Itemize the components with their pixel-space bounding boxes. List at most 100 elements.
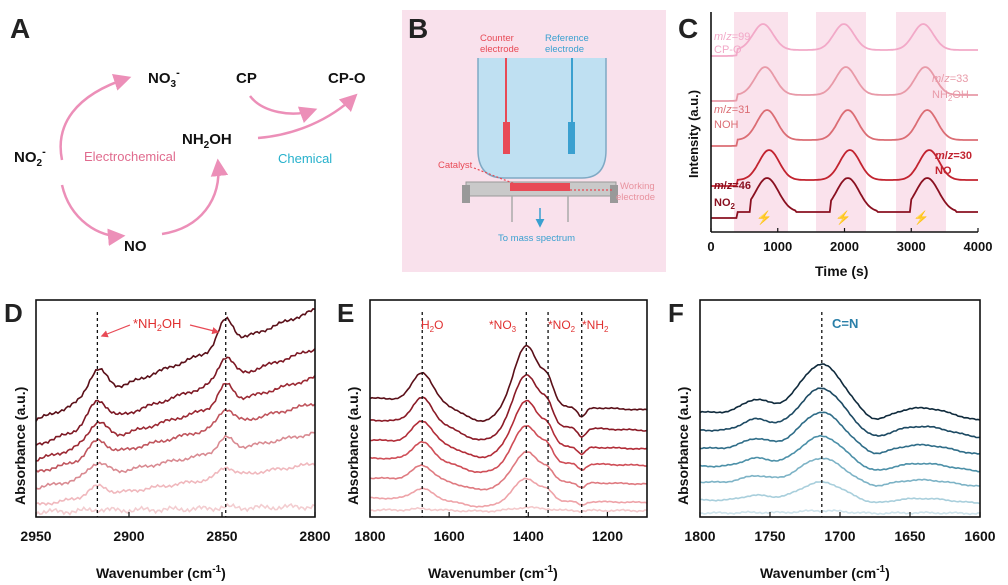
panel-e-annotation-h2o: H2O [421,318,443,334]
species-cpo: CP-O [328,70,366,87]
working-electrode-label-1: Working [620,181,655,192]
trace-label-mz33: m/z=33 [932,73,968,85]
panel-f-spectrum-1 [699,387,981,439]
panel-a: A NO3- NO2- NO NH2OH CP CP-O Electrochem… [10,13,366,255]
panel-d-spectrum-5 [35,462,316,506]
panel-f-tick-label-3: 1650 [894,528,925,544]
panel-d-spectrum-2 [35,375,316,462]
panel-e-tick-label-2: 1400 [513,528,544,544]
panel-e-ticks: 1800 1600 1400 1200 [354,512,623,544]
panel-f-spectrum-6 [699,509,981,516]
panel-d-tick-label-2: 2850 [206,528,237,544]
panel-a-label: A [10,13,30,44]
arrow-no2-to-no3 [59,73,132,161]
panel-f-xlabel: Wavenumber (cm-1) [760,564,890,581]
panel-c-tick-label-1: 1000 [763,239,792,254]
panel-f-spectrum-3 [699,434,981,473]
ms-trace-2 [711,109,978,147]
species-cp: CP [236,70,257,87]
panel-e-label: E [337,298,354,328]
panel-d-frame [35,299,316,518]
species-no3: NO3- [148,67,180,90]
panel-d-traces [35,308,316,516]
counter-electrode-label-2: electrode [480,44,519,55]
panel-e-annotation-no2: *NO2 [548,318,576,334]
panel-e-traces [369,344,648,514]
ms-trace-1 [711,66,978,102]
pulse-icon-2: ⚡ [835,210,851,226]
panel-e-ylabel: Absorbance (a.u.) [345,387,361,505]
panel-d-tick-label-1: 2900 [113,528,144,544]
arrow-no-to-nh2oh [161,158,229,236]
trace-species-nh2oh: NH2OH [932,89,969,103]
panel-c-tick-label-4: 4000 [964,239,993,254]
trace-species-cpo: CP-O [714,44,742,56]
panel-b: B Counter electrode Reference electrode … [402,10,666,272]
panel-d-annotation-nh2oh: *NH2OH [133,316,181,333]
panel-e-annotation-nh2: *NH2 [582,318,609,334]
panel-e-spectrum-5 [369,477,648,508]
panel-d-ticks: 2950 2900 2850 2800 [20,512,331,544]
panel-f-annotation-cn: C=N [832,316,858,331]
panel-c-label: C [678,13,698,44]
panel-e-spectrum-6 [369,505,648,514]
panel-e-dashed-lines [421,312,583,517]
panel-e-spectrum-1 [369,373,648,441]
panel-d-arrow-right [189,324,220,335]
species-no2: NO2- [14,146,46,169]
reference-electrode-label-2: electrode [545,44,584,55]
shade-band-3 [896,12,946,232]
counter-electrode [503,122,510,154]
trace-label-mz46: m/z=46 [714,180,751,192]
species-nh2oh: NH2OH [182,131,232,151]
species-no: NO [124,238,147,255]
pulse-icon-1: ⚡ [756,210,772,226]
panel-c-ticks: 0 1000 2000 3000 4000 [707,228,992,254]
panel-c-xlabel: Time (s) [815,263,868,279]
panel-d-arrow-left [100,324,131,338]
panel-c-traces [711,23,978,219]
panel-d-spectrum-4 [35,431,316,490]
panel-d-ylabel: Absorbance (a.u.) [12,387,28,505]
catalyst-layer [510,183,570,191]
panel-f-spectrum-5 [699,480,981,505]
panel-f-tick-label-1: 1750 [754,528,785,544]
panel-c-tick-label-2: 2000 [830,239,859,254]
cell-clamp-left [462,185,470,203]
panel-d-spectrum-0 [35,308,316,422]
catalyst-label: Catalyst [438,160,473,171]
panel-d-label: D [4,298,23,328]
label-electrochemical: Electrochemical [84,149,176,164]
reference-electrode [568,122,575,154]
panel-f-traces [699,363,981,516]
panel-c-tick-label-3: 3000 [897,239,926,254]
panel-f-tick-label-4: 1600 [964,528,995,544]
panel-b-label: B [408,13,428,44]
panel-f-label: F [668,298,684,328]
panel-e-annotation-no3: *NO3 [489,318,517,334]
trace-label-mz30: m/z=30 [935,150,972,162]
panel-c-tick-label-0: 0 [707,239,714,254]
panel-d-xlabel: Wavenumber (cm-1) [96,564,226,581]
panel-d: D 2950 2900 2850 2800 *NH2OH Absorbance (a.… [4,298,331,581]
reference-electrode-label-1: Reference [545,33,589,44]
trace-species-no: NO [935,165,952,177]
electrolyte-beaker [477,58,607,179]
panel-d-dashed-lines [96,312,227,517]
trace-species-no2: NO2 [714,197,736,211]
panel-e-tick-label-1: 1600 [434,528,465,544]
panel-f-spectrum-0 [699,363,981,421]
panel-e-spectrum-2 [369,399,648,459]
panel-f-ylabel: Absorbance (a.u.) [675,387,691,505]
arrow-no2-to-no [60,184,126,246]
panel-d-spectrum-1 [35,348,316,447]
panel-e-spectrum-4 [369,451,648,491]
panel-e-spectrum-3 [369,425,648,474]
arrow-nh2oh-to-cpo [257,93,358,140]
trace-species-noh: NOH [714,119,739,131]
panel-f-frame [699,299,981,518]
panel-c: C 0 1000 2000 3000 4000 m/z=99 CP-O m/z=33 N… [678,12,992,279]
panel-f-spectrum-2 [699,411,981,455]
mass-spectrum-label: To mass spectrum [498,233,575,244]
